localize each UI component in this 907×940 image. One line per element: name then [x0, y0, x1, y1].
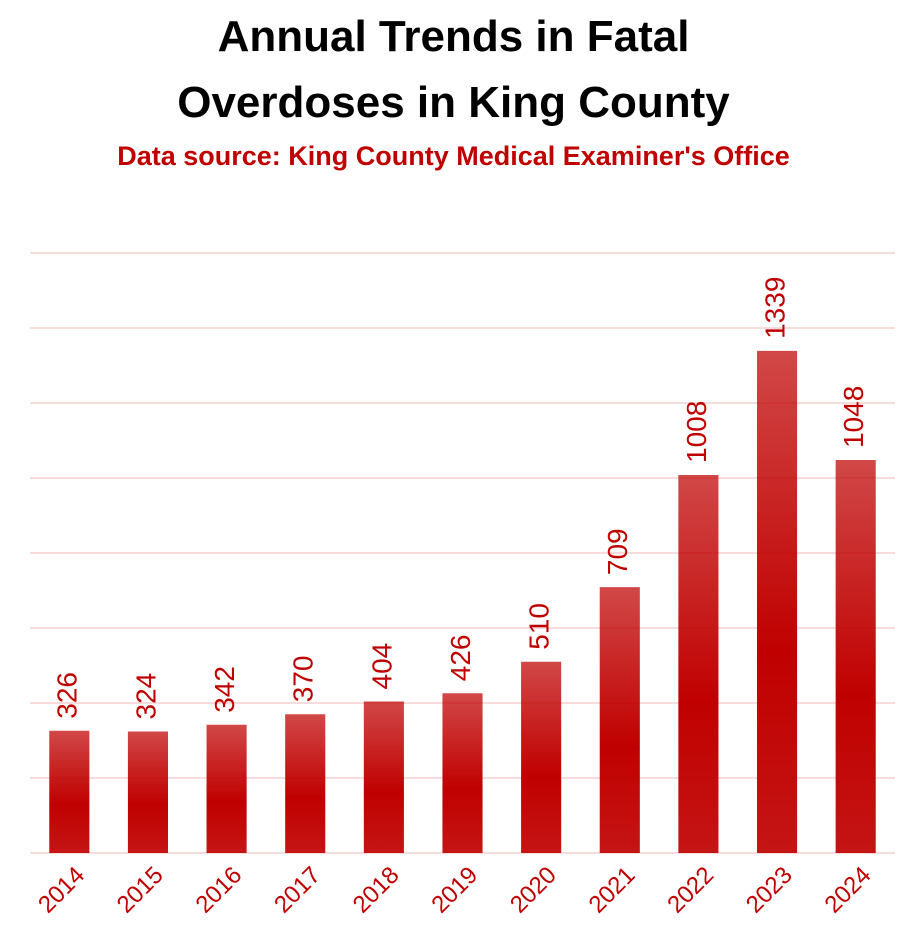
value-label: 1008: [681, 401, 712, 463]
x-tick-label: 2016: [190, 862, 247, 919]
x-tick-label: 2018: [348, 862, 405, 919]
x-tick-label: 2022: [662, 862, 719, 919]
value-label: 1048: [838, 386, 869, 448]
value-label: 510: [524, 603, 555, 650]
value-label: 1339: [759, 277, 790, 339]
bar: [599, 587, 640, 853]
x-tick-label: 2021: [584, 862, 641, 919]
x-tick-label: 2023: [741, 862, 798, 919]
x-tick-label: 2015: [112, 862, 169, 919]
x-tick-label: 2014: [33, 862, 90, 919]
chart-subtitle: Data source: King County Medical Examine…: [117, 141, 790, 171]
value-label: 326: [52, 672, 83, 719]
bar: [442, 693, 483, 853]
value-label: 324: [130, 673, 161, 720]
value-label: 370: [288, 656, 319, 703]
bar: [127, 731, 169, 853]
x-tick-label: 2017: [269, 862, 326, 919]
bar: [49, 730, 90, 853]
value-label: 404: [366, 643, 397, 690]
header: Annual Trends in Fatal Overdoses in King…: [0, 4, 907, 176]
value-label: 426: [445, 635, 476, 682]
bar: [285, 714, 326, 853]
value-label: 709: [602, 528, 633, 575]
bar: [678, 475, 719, 853]
bar: [756, 350, 798, 853]
x-tick-label: 2024: [820, 862, 877, 919]
value-label: 342: [209, 666, 240, 713]
bar: [521, 661, 562, 853]
bar: [835, 460, 876, 853]
bar: [206, 724, 247, 853]
bar: [363, 701, 404, 853]
x-tick-label: 2019: [426, 862, 483, 919]
chart-title: Annual Trends in Fatal Overdoses in King…: [177, 12, 730, 127]
x-tick-label: 2020: [505, 862, 562, 919]
